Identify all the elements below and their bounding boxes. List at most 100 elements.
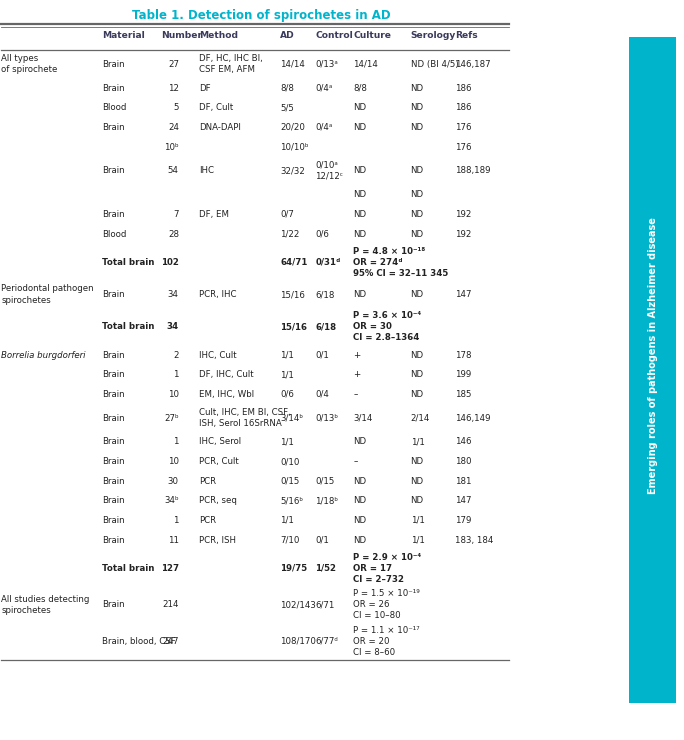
Text: –: – — [354, 457, 358, 466]
Text: 0/4: 0/4 — [315, 390, 330, 399]
Text: 14/14: 14/14 — [354, 60, 378, 69]
Text: Brain: Brain — [103, 477, 125, 485]
Text: ND: ND — [410, 497, 423, 505]
Text: 15/16: 15/16 — [280, 323, 307, 332]
Text: 247: 247 — [162, 637, 179, 646]
Text: 1/1: 1/1 — [280, 437, 294, 446]
Text: 19/75: 19/75 — [280, 564, 307, 573]
Text: IHC, Serol: IHC, Serol — [199, 437, 241, 446]
Text: 0/4ᵃ: 0/4ᵃ — [315, 84, 332, 92]
Text: 0/10ᵃ
12/12ᶜ: 0/10ᵃ 12/12ᶜ — [315, 161, 343, 181]
Text: Brain: Brain — [103, 370, 125, 379]
Text: Brain: Brain — [103, 351, 125, 360]
Text: 146: 146 — [456, 437, 472, 446]
Text: ND: ND — [354, 477, 367, 485]
Text: Control: Control — [315, 31, 353, 40]
Text: 192: 192 — [456, 210, 472, 219]
Bar — [621, 0, 629, 740]
Text: 27: 27 — [168, 60, 179, 69]
Text: Table 1. Detection of spirochetes in AD: Table 1. Detection of spirochetes in AD — [131, 9, 390, 22]
Text: 2: 2 — [173, 351, 179, 360]
Text: 0/1: 0/1 — [315, 536, 330, 545]
Text: 54: 54 — [168, 166, 179, 175]
Text: 176: 176 — [456, 143, 472, 152]
Text: 0/13ᵇ: 0/13ᵇ — [315, 414, 339, 423]
Text: 0/6: 0/6 — [280, 390, 294, 399]
Text: All types
of spirochete: All types of spirochete — [1, 54, 57, 75]
Text: ND: ND — [354, 290, 367, 299]
Text: ND (BI 4/5): ND (BI 4/5) — [410, 60, 458, 69]
Text: 192: 192 — [456, 229, 472, 238]
Text: ND: ND — [410, 229, 423, 238]
Text: Total brain: Total brain — [103, 323, 155, 332]
Text: 199: 199 — [456, 370, 471, 379]
Text: 1: 1 — [173, 516, 179, 525]
Text: 15/16: 15/16 — [280, 290, 305, 299]
Text: ND: ND — [410, 190, 423, 199]
Text: 0/1: 0/1 — [315, 351, 330, 360]
Text: 102: 102 — [161, 258, 179, 266]
Text: 181: 181 — [456, 477, 472, 485]
Text: 6/18: 6/18 — [315, 290, 335, 299]
Text: 1/1: 1/1 — [280, 370, 294, 379]
Text: 34: 34 — [167, 323, 179, 332]
Text: 146,187: 146,187 — [456, 60, 491, 69]
Text: Brain: Brain — [103, 84, 125, 92]
Text: ND: ND — [354, 190, 367, 199]
Text: +: + — [354, 351, 360, 360]
Text: 34: 34 — [168, 290, 179, 299]
Text: 20/20: 20/20 — [280, 123, 305, 132]
Text: DF, Cult: DF, Cult — [199, 104, 234, 112]
Text: 64/71: 64/71 — [280, 258, 308, 266]
Text: 28: 28 — [168, 229, 179, 238]
Text: 3/14: 3/14 — [354, 414, 373, 423]
Text: 24: 24 — [168, 123, 179, 132]
Text: ND: ND — [410, 351, 423, 360]
Text: 0/15: 0/15 — [280, 477, 300, 485]
Text: ND: ND — [410, 166, 423, 175]
Text: Number: Number — [161, 31, 202, 40]
Text: 0/6: 0/6 — [315, 229, 330, 238]
Text: ND: ND — [354, 437, 367, 446]
Text: 178: 178 — [456, 351, 472, 360]
Text: 108/170: 108/170 — [280, 637, 316, 646]
Text: All studies detecting
spirochetes: All studies detecting spirochetes — [1, 595, 90, 615]
Text: PCR, Cult: PCR, Cult — [199, 457, 239, 466]
Text: Brain: Brain — [103, 497, 125, 505]
Text: ND: ND — [410, 457, 423, 466]
Text: DNA-DAPI: DNA-DAPI — [199, 123, 241, 132]
Text: 186: 186 — [456, 104, 472, 112]
Text: ND: ND — [410, 210, 423, 219]
Text: 147: 147 — [456, 497, 472, 505]
Text: Periodontal pathogen
spirochetes: Periodontal pathogen spirochetes — [1, 284, 94, 305]
Text: Serology: Serology — [410, 31, 456, 40]
Text: Brain: Brain — [103, 60, 125, 69]
Text: 1: 1 — [173, 370, 179, 379]
Text: 10: 10 — [168, 390, 179, 399]
Text: P = 1.1 × 10⁻¹⁷
OR = 20
CI = 8–60: P = 1.1 × 10⁻¹⁷ OR = 20 CI = 8–60 — [354, 626, 420, 657]
Text: 1/1: 1/1 — [280, 351, 294, 360]
Text: 179: 179 — [456, 516, 472, 525]
Text: AD: AD — [280, 31, 295, 40]
Text: 146,149: 146,149 — [456, 414, 490, 423]
Text: 183, 184: 183, 184 — [456, 536, 494, 545]
Text: 1/1: 1/1 — [410, 437, 424, 446]
Text: ND: ND — [410, 390, 423, 399]
Text: PCR: PCR — [199, 516, 217, 525]
Text: 8/8: 8/8 — [280, 84, 294, 92]
Text: 14/14: 14/14 — [280, 60, 305, 69]
Text: ND: ND — [410, 123, 423, 132]
Text: 0/4ᵃ: 0/4ᵃ — [315, 123, 332, 132]
Text: Brain: Brain — [103, 516, 125, 525]
Text: ND: ND — [410, 290, 423, 299]
Text: Brain: Brain — [103, 536, 125, 545]
Text: 0/13ᵃ: 0/13ᵃ — [315, 60, 339, 69]
Text: 1/22: 1/22 — [280, 229, 300, 238]
Text: 2/14: 2/14 — [410, 414, 430, 423]
Text: P = 3.6 × 10⁻⁴
OR = 30
CI = 2.8–1364: P = 3.6 × 10⁻⁴ OR = 30 CI = 2.8–1364 — [354, 312, 421, 343]
Text: ND: ND — [354, 516, 367, 525]
Text: 188,189: 188,189 — [456, 166, 490, 175]
Text: PCR: PCR — [199, 477, 217, 485]
Text: ND: ND — [410, 477, 423, 485]
Text: Brain: Brain — [103, 600, 125, 609]
